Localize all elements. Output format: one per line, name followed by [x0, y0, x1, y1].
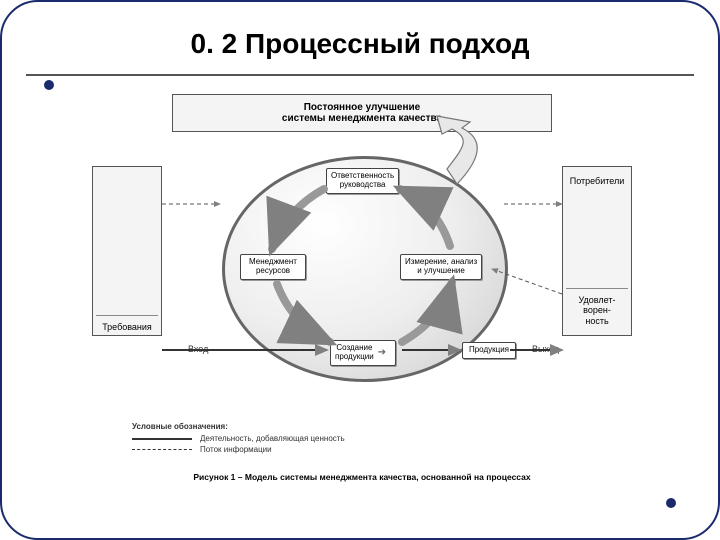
slide-title: 0. 2 Процессный подход	[62, 28, 658, 60]
legend-row-dashed: Поток информации	[132, 445, 345, 454]
node-resources: Менеджментресурсов	[240, 254, 306, 280]
node-responsibility: Ответственностьруководства	[326, 168, 399, 194]
node-realization: Созданиепродукции ➔	[330, 340, 396, 366]
banner-text: Постоянное улучшениесистемы менеджмента …	[282, 102, 442, 125]
diagram-container: Постоянное улучшениесистемы менеджмента …	[92, 94, 632, 502]
legend-title: Условные обозначения:	[132, 422, 345, 431]
left-box-bottom-label: Требования	[96, 315, 158, 332]
node-measurement-text: Измерение, анализи улучшение	[405, 257, 477, 275]
slide-frame: 0. 2 Процессный подход Постоянное улучше…	[0, 0, 720, 540]
node-measurement: Измерение, анализи улучшение	[400, 254, 482, 280]
legend-line-dashed-icon	[132, 449, 192, 450]
accent-dot-top-left	[44, 80, 54, 90]
node-resources-text: Менеджментресурсов	[249, 257, 297, 275]
label-product-box: Продукция	[462, 342, 516, 359]
title-underline	[26, 74, 694, 76]
arrow-icon: ➔	[378, 347, 386, 358]
legend-solid-text: Деятельность, добавляющая ценность	[200, 434, 345, 443]
right-stakeholder-box: Потребители Удовлет-ворен-ность	[562, 166, 632, 336]
label-input: Вход	[188, 344, 208, 354]
right-box-top-label: Потребители	[566, 170, 628, 186]
right-box-bottom-label: Удовлет-ворен-ность	[566, 288, 628, 332]
node-responsibility-text: Ответственностьруководства	[331, 171, 394, 189]
figure-caption: Рисунок 1 – Модель системы менеджмента к…	[92, 472, 632, 482]
label-output: Выход	[532, 344, 559, 354]
label-product: Продукция	[469, 345, 509, 354]
legend-row-solid: Деятельность, добавляющая ценность	[132, 434, 345, 443]
accent-dot-bottom-right	[666, 498, 676, 508]
banner-box: Постоянное улучшениесистемы менеджмента …	[172, 94, 552, 132]
legend-line-solid-icon	[132, 438, 192, 440]
node-realization-text: Созданиепродукции	[335, 344, 374, 362]
legend: Условные обозначения: Деятельность, доба…	[132, 422, 345, 456]
left-stakeholder-box: Требования	[92, 166, 162, 336]
legend-dashed-text: Поток информации	[200, 445, 272, 454]
